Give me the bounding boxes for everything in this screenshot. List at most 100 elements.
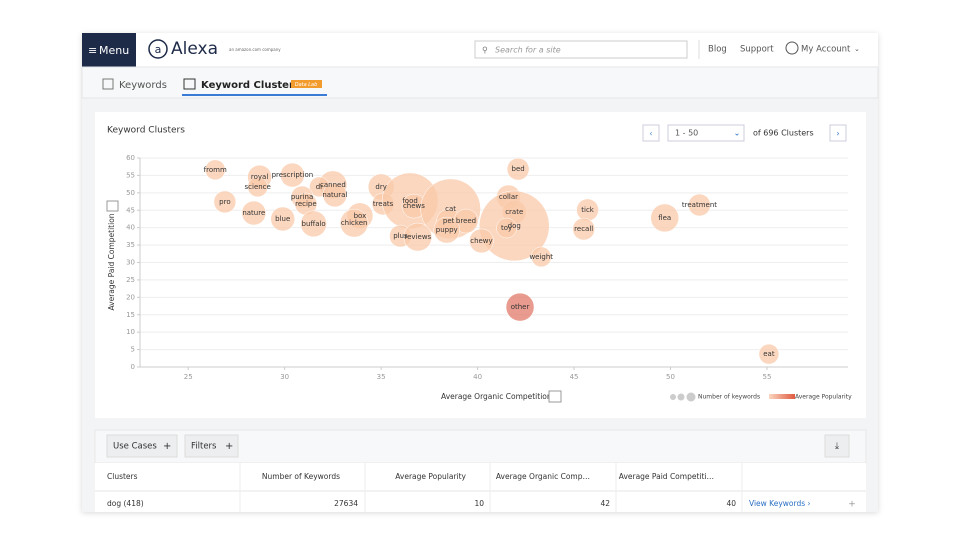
cell: 42 — [600, 499, 610, 508]
bubble — [433, 216, 460, 244]
bubble-label: chicken — [341, 219, 368, 227]
search-placeholder: Search for a site — [495, 46, 561, 55]
bubble-label: pet — [443, 217, 455, 225]
button-label: Use Cases — [113, 442, 157, 452]
bubble-label: blue — [275, 215, 290, 223]
bubble-label: dog — [508, 222, 521, 230]
logo-sub: an amazon.com company — [229, 47, 281, 52]
bubble — [241, 200, 267, 226]
bubble-label: weight — [529, 253, 553, 261]
bubble-label: recipe — [295, 200, 317, 208]
column-header: Average Organic Comp… — [496, 472, 590, 481]
nav-link[interactable]: Support — [740, 45, 774, 55]
bubble-label: chews — [403, 202, 425, 210]
bubble-label: toy — [501, 224, 512, 232]
prev-button[interactable] — [642, 124, 660, 142]
bubble-label: reviews — [404, 233, 431, 241]
bubble-label: science — [245, 183, 271, 191]
legend-label: Number of keywords — [698, 394, 760, 401]
x-tick-label: 35 — [377, 373, 386, 381]
bubble — [505, 292, 535, 322]
x-tick-label: 55 — [763, 373, 772, 381]
account-icon — [785, 41, 799, 55]
tab-underline — [182, 94, 327, 96]
tab-icon — [102, 78, 114, 90]
x-axis-select[interactable] — [548, 390, 562, 403]
bubble-label: purina — [291, 193, 313, 201]
bubble-label: treatment — [682, 201, 717, 209]
y-tick-label: 20 — [126, 293, 135, 301]
link[interactable]: View Keywords › — [749, 499, 811, 508]
bubble — [300, 210, 327, 238]
download-button[interactable] — [824, 434, 850, 458]
bubble-label: plus — [393, 232, 408, 240]
legend-dot — [670, 394, 676, 400]
x-axis-label: Average Organic Competition — [441, 392, 552, 401]
plot: 0 5 10 15 20 25 30 35 40 45 50 55 60 25 30 35 40 45 50 55 fr… — [126, 154, 848, 381]
x-tick-label: 40 — [473, 373, 482, 381]
bubble — [469, 228, 494, 254]
search-box[interactable] — [474, 40, 688, 59]
bubble-label: box — [354, 212, 367, 220]
range-select[interactable] — [667, 124, 745, 142]
y-tick-label: 50 — [126, 189, 135, 197]
legend-label: Average Popularity — [795, 394, 852, 401]
download-icon: ⤓ — [835, 442, 839, 452]
range: 1 - 50 — [675, 129, 698, 138]
menu-icon: ≡ — [88, 44, 97, 57]
y-axis-select[interactable] — [106, 200, 119, 212]
bubble-label: dry — [375, 183, 386, 191]
bubble-label: bed — [512, 165, 525, 173]
bubble — [213, 190, 237, 214]
search-icon: ⚲ — [482, 46, 488, 55]
y-tick-label: 40 — [126, 224, 135, 232]
nav-link[interactable]: My Account — [801, 45, 851, 55]
menu-label: Menu — [99, 44, 129, 57]
button[interactable] — [106, 434, 178, 458]
bubble-label: prescription — [272, 171, 314, 179]
expand-icon: + — [848, 500, 856, 510]
bubble — [270, 206, 296, 232]
nav-link[interactable]: Blog — [708, 45, 727, 55]
logo-a: a — [155, 43, 162, 56]
bubble — [403, 222, 433, 252]
bubble-label: royal — [251, 173, 268, 181]
bubble-label: cat — [445, 205, 456, 213]
table-body: Clusters Number of Keywords Average Popula… — [107, 463, 856, 512]
bubble-label: crate — [505, 208, 523, 216]
bubble-label: chewy — [470, 237, 492, 245]
bubble — [322, 182, 348, 208]
badge-label: Data Lab — [295, 82, 318, 88]
bubble-label: fromm — [204, 166, 227, 174]
y-tick-label: 60 — [126, 154, 135, 162]
bubble-label: tick — [581, 206, 595, 214]
y-tick-label: 35 — [126, 241, 135, 249]
plus-icon: + — [163, 441, 171, 452]
tab-bar — [81, 66, 879, 99]
tab[interactable]: Keyword Clusters — [201, 80, 300, 91]
bubble-label: canned — [320, 181, 346, 189]
next-button[interactable] — [829, 124, 847, 142]
column-header: Average Paid Competiti… — [619, 472, 714, 481]
prev-icon: ‹ — [649, 129, 652, 138]
x-tick-label: 25 — [184, 373, 193, 381]
bubble-label: other — [511, 303, 530, 311]
bubble-label: nature — [242, 209, 265, 217]
bubble-label: eat — [763, 350, 775, 358]
button-label: Filters — [191, 442, 217, 452]
caret: ⌄ — [734, 129, 741, 138]
y-axis-label: Average Paid Competition — [107, 213, 116, 310]
y-tick-label: 0 — [131, 363, 135, 371]
menu-button[interactable] — [82, 33, 136, 67]
button[interactable] — [184, 434, 239, 458]
x-tick-label: 50 — [666, 373, 675, 381]
tab[interactable]: Keywords — [119, 80, 167, 91]
tab-icon — [183, 78, 196, 90]
bubble — [506, 157, 530, 181]
chart-title: Keyword Clusters — [107, 126, 185, 136]
caret: ⌄ — [854, 45, 860, 53]
cell: 40 — [726, 499, 736, 508]
bubble — [531, 246, 552, 268]
bubble — [650, 203, 679, 233]
